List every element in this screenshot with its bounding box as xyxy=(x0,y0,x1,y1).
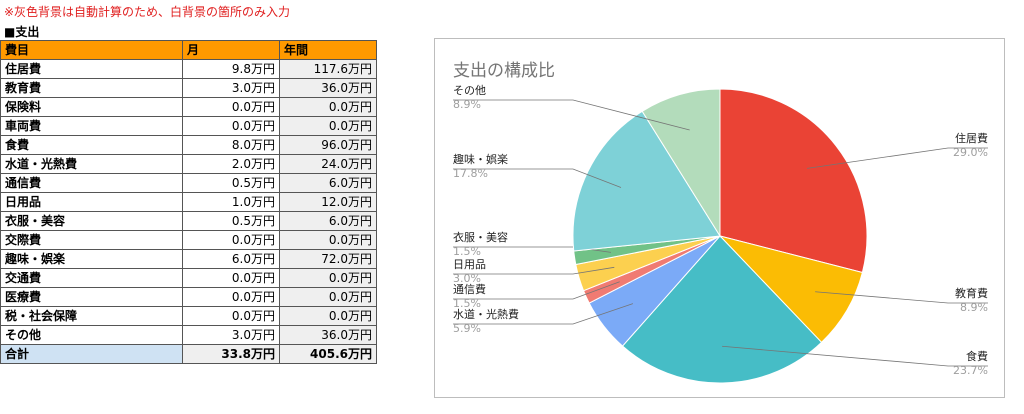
slice-label: 趣味・娯楽 xyxy=(453,152,508,166)
slice-label: 水道・光熱費 xyxy=(453,307,519,321)
slice-label: 日用品 xyxy=(453,258,486,271)
expense-item-cell[interactable]: 合計 xyxy=(0,344,183,364)
slice-label: その他 xyxy=(453,84,486,97)
slice-percent-label: 29.0% xyxy=(953,146,988,159)
slice-callout-line xyxy=(807,147,988,169)
slice-percent-label: 3.0% xyxy=(453,272,481,285)
annual-amount-cell[interactable]: 36.0万円 xyxy=(279,78,377,98)
slice-callout-line xyxy=(453,281,620,300)
annual-amount-cell[interactable]: 6.0万円 xyxy=(279,211,377,231)
chart-title: 支出の構成比 xyxy=(453,61,555,81)
table-row: 通信費 0.5万円 6.0万円 xyxy=(0,173,377,193)
monthly-amount-cell[interactable]: 9.8万円 xyxy=(182,59,280,79)
annual-amount-cell[interactable]: 12.0万円 xyxy=(279,192,377,212)
monthly-amount-cell[interactable]: 33.8万円 xyxy=(182,344,280,364)
annual-amount-cell[interactable]: 0.0万円 xyxy=(279,116,377,136)
slice-percent-label: 8.9% xyxy=(453,98,481,111)
pie-slice[interactable] xyxy=(719,88,868,274)
slice-percent-label: 23.7% xyxy=(953,364,988,377)
annual-amount-cell[interactable]: 0.0万円 xyxy=(279,230,377,250)
monthly-amount-cell[interactable]: 0.5万円 xyxy=(182,173,280,193)
slice-callout-line xyxy=(453,266,615,275)
slice-label: 食費 xyxy=(966,349,988,363)
table-row: 交通費 0.0万円 0.0万円 xyxy=(0,268,377,288)
annual-amount-cell[interactable]: 6.0万円 xyxy=(279,173,377,193)
pie-slice[interactable] xyxy=(641,88,721,238)
slice-percent-label: 1.5% xyxy=(453,245,481,258)
header-annual[interactable]: 年間 xyxy=(279,40,377,60)
slice-label: 衣服・美容 xyxy=(453,230,508,244)
table-total-row: 合計 33.8万円 405.6万円 xyxy=(0,344,377,364)
annual-amount-cell[interactable]: 117.6万円 xyxy=(279,59,377,79)
annual-amount-cell[interactable]: 0.0万円 xyxy=(279,268,377,288)
expense-table: 費目 月 年間 住居費 9.8万円 117.6万円 教育費 3.0万円 36.0万円 保険料… xyxy=(0,40,377,364)
slice-callout-line xyxy=(453,99,690,131)
table-row: 水道・光熱費 2.0万円 24.0万円 xyxy=(0,154,377,174)
pie-slice[interactable] xyxy=(572,110,721,252)
table-row: 日用品 1.0万円 12.0万円 xyxy=(0,192,377,212)
slice-callout-line xyxy=(453,303,634,325)
annual-amount-cell[interactable]: 0.0万円 xyxy=(279,306,377,326)
pie-slice[interactable] xyxy=(621,235,823,384)
slice-percent-label: 8.9% xyxy=(960,301,988,314)
annual-amount-cell[interactable]: 405.6万円 xyxy=(279,344,377,364)
annual-amount-cell[interactable]: 96.0万円 xyxy=(279,135,377,155)
table-row: 税・社会保障 0.0万円 0.0万円 xyxy=(0,306,377,326)
section-title-expenses: ■支出 xyxy=(4,25,40,39)
slice-callout-line xyxy=(722,345,988,367)
annual-amount-cell[interactable]: 36.0万円 xyxy=(279,325,377,345)
table-row: 住居費 9.8万円 117.6万円 xyxy=(0,59,377,79)
slice-percent-label: 17.8% xyxy=(453,167,488,180)
table-row: 食費 8.0万円 96.0万円 xyxy=(0,135,377,155)
slice-callout-line xyxy=(815,291,988,304)
annual-amount-cell[interactable]: 0.0万円 xyxy=(279,287,377,307)
slice-label: 通信費 xyxy=(453,282,486,296)
slice-percent-label: 1.5% xyxy=(453,297,481,310)
table-header-row: 費目 月 年間 xyxy=(0,40,377,60)
table-row: その他 3.0万円 36.0万円 xyxy=(0,325,377,345)
slice-callout-line xyxy=(453,168,622,188)
table-row: 交際費 0.0万円 0.0万円 xyxy=(0,230,377,250)
table-row: 趣味・娯楽 6.0万円 72.0万円 xyxy=(0,249,377,269)
slice-label: 教育費 xyxy=(955,286,988,300)
table-row: 医療費 0.0万円 0.0万円 xyxy=(0,287,377,307)
monthly-amount-cell[interactable]: 0.0万円 xyxy=(182,268,280,288)
header-item[interactable]: 費目 xyxy=(0,40,183,60)
pie-slice[interactable] xyxy=(718,235,864,344)
annual-amount-cell[interactable]: 0.0万円 xyxy=(279,97,377,117)
table-row: 保険料 0.0万円 0.0万円 xyxy=(0,97,377,117)
expense-item-cell[interactable]: 税・社会保障 xyxy=(0,306,183,326)
header-monthly[interactable]: 月 xyxy=(182,40,280,60)
expense-item-cell[interactable]: 交際費 xyxy=(0,230,183,250)
slice-percent-label: 5.9% xyxy=(453,322,481,335)
chart-container[interactable] xyxy=(434,38,1005,398)
input-instruction-note: ※灰色背景は自動計算のため、白背景の箇所のみ入力 xyxy=(4,5,291,19)
slice-label: 住居費 xyxy=(955,131,988,145)
